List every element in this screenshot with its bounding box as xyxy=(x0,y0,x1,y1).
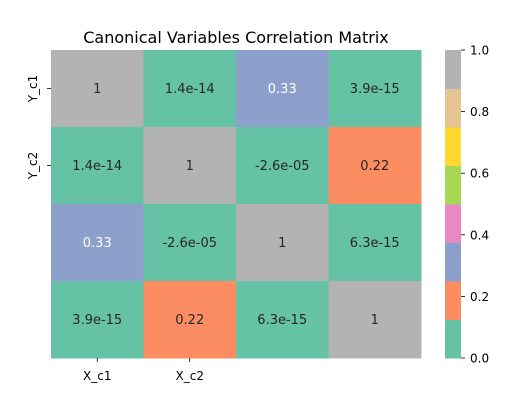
heatmap-cell xyxy=(143,127,237,205)
cell-value-label: 1 xyxy=(186,159,194,174)
heatmap-cell xyxy=(328,50,422,128)
heatmap-cell xyxy=(51,281,144,359)
heatmap-cell-labels: 1 1.4e-14 0.33 3.9e-15 1.4e-14 1 -2.6e-05 0.22 0… xyxy=(72,82,399,328)
chart-title: Canonical Variables Correlation Matrix xyxy=(83,28,389,47)
cell-value-label: -2.6e-05 xyxy=(162,236,217,251)
cell-value-label: 1 xyxy=(93,82,101,97)
heatmap-cell xyxy=(236,204,329,282)
colorbar-segment xyxy=(445,50,461,89)
colorbar-segment xyxy=(445,281,461,320)
cell-value-label: 3.9e-15 xyxy=(72,313,122,328)
colorbar-segment xyxy=(445,165,461,205)
heatmap-cell xyxy=(328,127,422,205)
colorbar-segment xyxy=(445,319,461,359)
heatmap-cell xyxy=(236,281,329,359)
colorbar-segment xyxy=(445,127,461,166)
heatmap-cell xyxy=(143,204,237,282)
heatmap-cells xyxy=(51,50,422,359)
heatmap-cell xyxy=(236,127,329,205)
colorbar-segment xyxy=(445,242,461,282)
heatmap-cell xyxy=(51,50,144,128)
heatmap-cell xyxy=(328,204,422,282)
cell-value-label: 6.3e-15 xyxy=(350,236,400,251)
cell-value-label: 0.22 xyxy=(175,313,204,328)
heatmap-cell xyxy=(328,281,422,359)
heatmap-cell xyxy=(51,204,144,282)
x-tick-label: X_c2 xyxy=(176,369,204,383)
colorbar-tick-label: 0.2 xyxy=(470,290,489,304)
cell-value-label: 0.22 xyxy=(360,159,389,174)
x-axis: X_c1 X_c2 xyxy=(83,358,204,383)
colorbar-tick-label: 0.6 xyxy=(470,167,489,181)
x-tick-label: X_c1 xyxy=(83,369,111,383)
cell-value-label: -2.6e-05 xyxy=(255,159,310,174)
heatmap-cell xyxy=(143,281,237,359)
heatmap-cell xyxy=(51,127,144,205)
heatmap-cell xyxy=(236,50,329,128)
colorbar: 0.0 0.2 0.4 0.6 0.8 1.0 xyxy=(445,44,489,366)
colorbar-tick-label: 1.0 xyxy=(470,44,489,58)
cell-value-label: 1 xyxy=(278,236,286,251)
colorbar-tick-label: 0.8 xyxy=(470,105,489,119)
heatmap-cell xyxy=(143,50,237,128)
colorbar-tick-label: 0.4 xyxy=(470,228,489,242)
cell-value-label: 3.9e-15 xyxy=(350,82,400,97)
cell-value-label: 1.4e-14 xyxy=(165,82,215,97)
cell-value-label: 6.3e-15 xyxy=(257,313,307,328)
y-axis: Y_c1 Y_c2 xyxy=(26,75,51,181)
colorbar-tick-label: 0.0 xyxy=(470,352,489,366)
y-tick-label: Y_c1 xyxy=(26,75,40,104)
y-tick-label: Y_c2 xyxy=(26,152,40,181)
cell-value-label: 0.33 xyxy=(268,82,297,97)
cell-value-label: 0.33 xyxy=(83,236,112,251)
colorbar-segment xyxy=(445,204,461,243)
cell-value-label: 1 xyxy=(371,313,379,328)
colorbar-segment xyxy=(445,88,461,128)
cell-value-label: 1.4e-14 xyxy=(72,159,122,174)
